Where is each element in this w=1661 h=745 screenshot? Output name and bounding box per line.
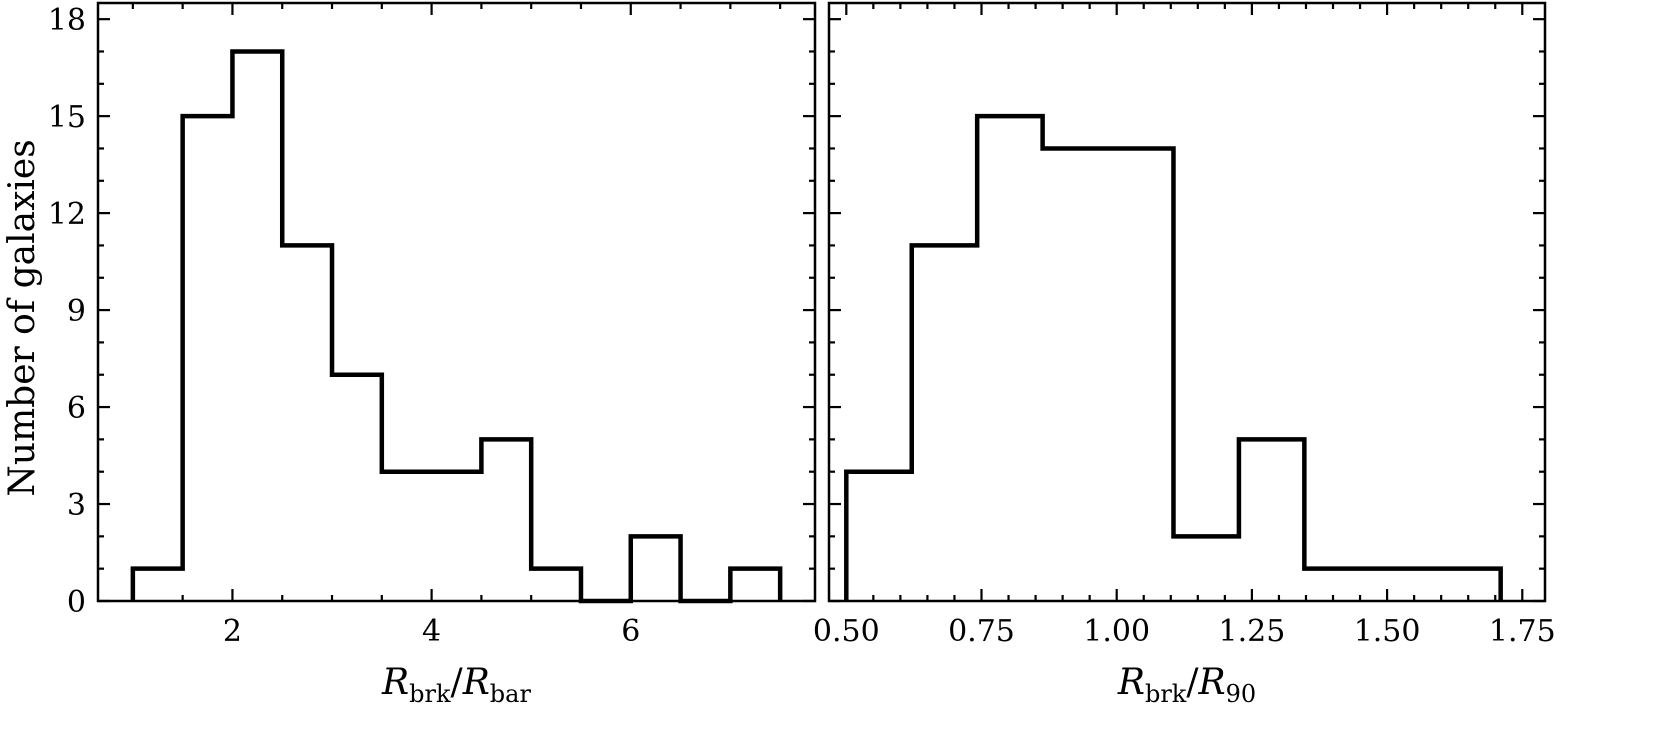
x-tick-label: 1.25	[1218, 614, 1285, 649]
y-tick-label: 0	[67, 585, 86, 620]
y-tick-label: 18	[48, 3, 86, 38]
x-tick-label: 6	[621, 614, 640, 649]
y-axis-label: Number of galaxies	[2, 139, 43, 496]
y-tick-label: 3	[67, 488, 86, 523]
histogram-outline	[844, 113, 1503, 601]
x-tick-label: 2	[223, 614, 242, 649]
right-histogram-panel: 0.50 0.75 1.00 1.25 1.50 1.75 Rbrk/R90	[813, 1, 1556, 708]
axes-frame	[96, 1, 817, 603]
x-tick-label: 1.75	[1489, 614, 1556, 649]
x-tick-label: 1.50	[1354, 614, 1421, 649]
x-tick-label: 4	[422, 614, 441, 649]
histogram-outline	[130, 49, 783, 604]
y-tick-label: 12	[48, 197, 86, 232]
x-tick-label: 1.00	[1083, 614, 1150, 649]
y-tick-label: 9	[67, 294, 86, 329]
x-axis-label: Rbrk/Rbar	[381, 662, 531, 708]
x-axis-label: Rbrk/R90	[1117, 662, 1256, 708]
y-tick-label: 6	[67, 391, 86, 426]
x-tick-label: 0.50	[813, 614, 880, 649]
y-tick-label: 15	[48, 100, 86, 135]
left-histogram-panel: 2 4 6 0 3 6 9 12 15 18 Rbrk/Rbar	[48, 1, 817, 708]
axes-frame	[827, 1, 1547, 603]
x-tick-label: 0.75	[948, 614, 1015, 649]
